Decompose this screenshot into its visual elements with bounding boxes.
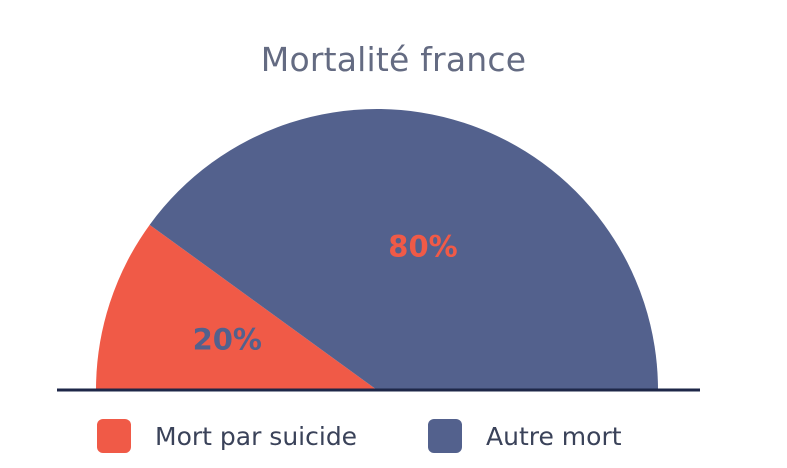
slice-label-autre: 80% bbox=[388, 229, 457, 263]
slice-labels-group: 20% 80% bbox=[193, 229, 458, 356]
legend-item-autre: Autre mort bbox=[428, 416, 622, 456]
slice-autre bbox=[149, 109, 659, 391]
legend: Mort par suicide Autre mort bbox=[0, 416, 787, 456]
slices-group bbox=[96, 109, 659, 391]
slice-label-suicide: 20% bbox=[193, 322, 262, 356]
legend-label-suicide: Mort par suicide bbox=[155, 421, 358, 451]
legend-item-suicide: Mort par suicide bbox=[97, 416, 357, 456]
legend-swatch-autre bbox=[428, 419, 462, 453]
slice-suicide bbox=[96, 224, 377, 390]
chart-title: Mortalité france bbox=[260, 40, 527, 79]
legend-label-autre: Autre mort bbox=[486, 421, 622, 451]
legend-swatch-suicide bbox=[97, 419, 131, 453]
